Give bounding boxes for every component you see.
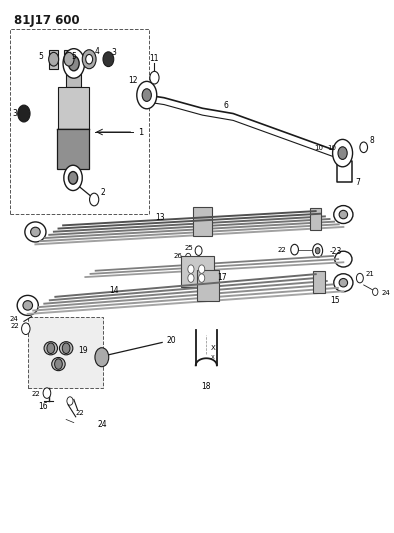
Ellipse shape bbox=[334, 206, 353, 223]
Text: 26: 26 bbox=[174, 253, 182, 259]
Ellipse shape bbox=[339, 279, 348, 287]
Circle shape bbox=[315, 247, 320, 254]
Text: 6: 6 bbox=[223, 101, 228, 110]
Text: 13: 13 bbox=[155, 213, 165, 222]
Ellipse shape bbox=[52, 358, 65, 370]
Circle shape bbox=[188, 274, 194, 282]
Circle shape bbox=[186, 253, 191, 261]
Circle shape bbox=[86, 54, 93, 64]
Text: X: X bbox=[211, 355, 215, 360]
Circle shape bbox=[199, 265, 205, 273]
Circle shape bbox=[82, 50, 96, 69]
Ellipse shape bbox=[59, 342, 73, 355]
Circle shape bbox=[55, 359, 62, 369]
Circle shape bbox=[63, 49, 85, 78]
Text: 4: 4 bbox=[95, 47, 99, 56]
Bar bbox=[28, 317, 102, 388]
Text: 1: 1 bbox=[138, 127, 143, 136]
Text: 18: 18 bbox=[202, 382, 211, 391]
Text: 22: 22 bbox=[32, 391, 41, 397]
Circle shape bbox=[150, 71, 159, 84]
Text: 81J17 600: 81J17 600 bbox=[14, 14, 80, 27]
Circle shape bbox=[64, 52, 74, 66]
Circle shape bbox=[22, 323, 30, 335]
Text: 8: 8 bbox=[369, 136, 374, 146]
Bar bbox=[310, 208, 322, 230]
Circle shape bbox=[333, 140, 353, 167]
Text: 24: 24 bbox=[9, 316, 18, 322]
Circle shape bbox=[69, 172, 78, 184]
Text: 22: 22 bbox=[75, 410, 84, 416]
Circle shape bbox=[338, 147, 347, 159]
Text: 19: 19 bbox=[78, 346, 88, 356]
Ellipse shape bbox=[25, 222, 46, 242]
Text: 25: 25 bbox=[184, 245, 193, 251]
Ellipse shape bbox=[334, 274, 353, 292]
Text: 14: 14 bbox=[109, 286, 119, 295]
Text: 2: 2 bbox=[100, 188, 105, 197]
Text: 24: 24 bbox=[381, 290, 390, 296]
Circle shape bbox=[103, 52, 114, 67]
Ellipse shape bbox=[17, 295, 38, 316]
Circle shape bbox=[142, 89, 151, 101]
Text: -23: -23 bbox=[329, 247, 342, 256]
Text: 5: 5 bbox=[71, 52, 76, 61]
Text: 15: 15 bbox=[330, 296, 340, 305]
Circle shape bbox=[67, 397, 73, 405]
Bar bbox=[64, 50, 74, 69]
Bar bbox=[193, 207, 212, 237]
Text: 22: 22 bbox=[277, 247, 286, 253]
Bar bbox=[66, 63, 82, 87]
Text: 7: 7 bbox=[355, 177, 361, 187]
Circle shape bbox=[199, 274, 205, 282]
Text: 10: 10 bbox=[314, 145, 323, 151]
Circle shape bbox=[43, 388, 51, 398]
Text: 12: 12 bbox=[128, 76, 138, 85]
Circle shape bbox=[313, 244, 323, 257]
Text: X: X bbox=[211, 345, 216, 351]
Ellipse shape bbox=[23, 301, 33, 310]
Circle shape bbox=[47, 343, 55, 353]
Text: 10: 10 bbox=[327, 145, 336, 151]
Circle shape bbox=[357, 273, 363, 283]
Text: 21: 21 bbox=[365, 271, 374, 277]
Text: 11: 11 bbox=[150, 54, 159, 63]
Circle shape bbox=[69, 56, 79, 71]
Ellipse shape bbox=[339, 211, 348, 219]
Text: 22: 22 bbox=[11, 322, 19, 328]
Circle shape bbox=[64, 165, 82, 191]
Circle shape bbox=[49, 52, 59, 66]
Ellipse shape bbox=[31, 227, 40, 237]
Circle shape bbox=[195, 246, 202, 255]
Text: 20: 20 bbox=[167, 336, 177, 345]
Circle shape bbox=[188, 265, 194, 273]
Text: 5: 5 bbox=[39, 52, 44, 61]
Bar bbox=[197, 270, 219, 301]
Ellipse shape bbox=[44, 342, 58, 355]
Text: 24: 24 bbox=[98, 420, 108, 429]
Circle shape bbox=[137, 82, 157, 109]
Bar bbox=[313, 271, 325, 293]
Circle shape bbox=[373, 288, 378, 295]
Circle shape bbox=[18, 105, 30, 122]
Circle shape bbox=[62, 343, 70, 353]
Ellipse shape bbox=[335, 251, 352, 267]
Bar bbox=[181, 256, 214, 287]
Circle shape bbox=[360, 142, 368, 152]
Text: 3: 3 bbox=[13, 109, 17, 118]
Text: 16: 16 bbox=[38, 402, 48, 411]
Text: 3: 3 bbox=[112, 49, 117, 58]
Text: 17: 17 bbox=[217, 272, 227, 281]
Circle shape bbox=[95, 348, 109, 367]
Bar bbox=[56, 130, 89, 169]
Bar bbox=[11, 29, 149, 214]
Circle shape bbox=[89, 193, 99, 206]
Circle shape bbox=[291, 244, 298, 255]
Bar bbox=[58, 87, 89, 130]
Bar bbox=[49, 50, 58, 69]
